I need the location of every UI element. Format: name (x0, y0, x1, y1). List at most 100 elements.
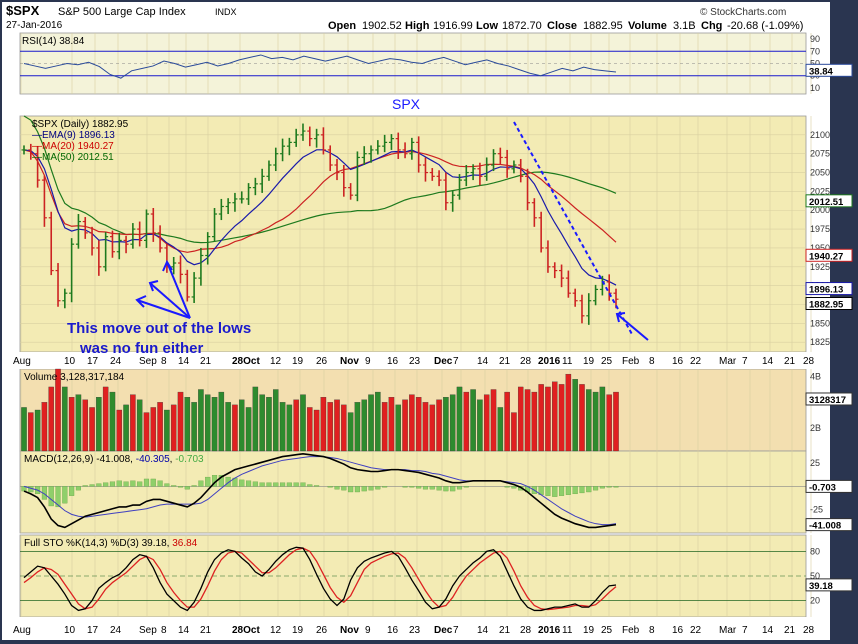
x-axis-label: 17 (87, 356, 99, 367)
volume-bar (538, 384, 544, 452)
macd-histogram-bar (184, 486, 190, 490)
x-axis-label: 7 (453, 356, 459, 367)
volume-bar (504, 391, 510, 452)
macd-histogram-bar (586, 486, 592, 493)
x-axis-label: 19 (292, 625, 304, 636)
macd-histogram-bar (273, 482, 279, 487)
rsi-layer: 9070503010 (20, 34, 820, 93)
macd-histogram-bar (96, 483, 102, 487)
macd-histogram-bar (218, 475, 224, 487)
macd-histogram-bar (55, 486, 61, 508)
macd-histogram-bar (572, 486, 578, 495)
volume-bar (436, 399, 442, 452)
macd-histogram-bar (252, 481, 258, 487)
macd-histogram-bar (239, 479, 245, 487)
x-axis-label: Sep (139, 625, 157, 636)
macd-histogram-bar (429, 486, 435, 490)
volume-bar (252, 386, 259, 452)
x-axis-label: Dec (434, 356, 453, 367)
macd-histogram-bar (375, 486, 381, 490)
x-axis-label: Sep (139, 356, 157, 367)
macd-histogram-bar (246, 480, 252, 487)
x-axis-label: 7 (742, 356, 748, 367)
x-axis-label: 19 (583, 625, 595, 636)
volume-bar (497, 407, 504, 452)
volume-bar (259, 394, 265, 452)
x-axis-label: Feb (622, 625, 640, 636)
rsi-tick-label: 10 (810, 83, 820, 93)
volume-bar (82, 399, 88, 452)
x-axis-label: 28 (520, 625, 532, 636)
low-label: Low (476, 20, 498, 32)
scrollbar-track[interactable] (830, 2, 856, 640)
volume-bar (354, 402, 361, 452)
x-axis-label: Aug (13, 356, 31, 367)
macd-histogram-bar (511, 486, 517, 489)
volume-bar (34, 409, 41, 452)
brand-label: © StockCharts.com (700, 7, 786, 18)
macd-histogram-bar (286, 482, 292, 487)
x-axis-label: 14 (178, 625, 190, 636)
macd-histogram-bar (109, 481, 116, 487)
x-axis-label: Nov (340, 625, 359, 636)
volume-bar (170, 404, 177, 452)
x-axis-strip-top (2, 352, 830, 369)
macd-histogram-bar (450, 486, 456, 492)
macd-value-tag: -0.703 (809, 482, 836, 493)
macd-histogram-bar (361, 486, 367, 492)
macd-histogram-bar (307, 484, 313, 487)
rsi-tick-label: 70 (810, 46, 820, 56)
x-axis-label: 28 (520, 356, 532, 367)
low-value: 1872.70 (502, 20, 542, 32)
volume-bar (21, 407, 27, 452)
macd-histogram-bar (205, 476, 211, 487)
volume-bar (368, 394, 374, 452)
macd-histogram-bar (293, 482, 299, 487)
sto-d-line (23, 547, 617, 611)
volume-bar (565, 373, 572, 452)
volume-bar (558, 384, 565, 452)
volume-bar (443, 397, 449, 452)
x-axis-label: Mar (719, 625, 737, 636)
macd-histogram-bar (69, 486, 75, 496)
volume-bar (238, 399, 245, 452)
volume-bar (130, 394, 136, 452)
volume-bar (218, 391, 225, 452)
macd-histogram-bar (143, 478, 150, 487)
x-axis-label: 10 (64, 356, 76, 367)
volume-bar (41, 402, 48, 452)
volume-bar (177, 391, 184, 452)
x-axis-label: 22 (690, 356, 702, 367)
volume-bar (388, 397, 395, 452)
x-axis-label: 10 (64, 625, 76, 636)
macd-histogram-bar (82, 485, 88, 487)
x-axis-label: 21 (784, 625, 796, 636)
macd-histogram-bar (545, 486, 551, 496)
sto-tick-label: 80 (810, 546, 820, 556)
volume-bar (225, 402, 231, 452)
macd-histogram-bar (456, 486, 463, 490)
volume-bar (245, 407, 252, 452)
volume-panel-label: Volume 3,128,317,184 (24, 372, 125, 383)
macd-histogram-bar (130, 480, 136, 487)
rsi-value-tag-box (805, 63, 853, 77)
volume-bar (96, 397, 102, 452)
volume-bar (198, 389, 204, 452)
x-axis-label: 16 (672, 625, 684, 636)
x-axis-label: 14 (762, 356, 774, 367)
x-axis-label: 8 (161, 625, 167, 636)
macd-histogram-bar (368, 486, 374, 491)
volume-bar (204, 394, 211, 452)
macd-value-tag-box (805, 518, 853, 532)
x-axis-label: 14 (477, 356, 489, 367)
macd-histogram-bar (422, 486, 429, 490)
macd-histogram-bar (341, 486, 347, 491)
x-axis-label: 21 (784, 356, 796, 367)
price-value-tag-box (805, 282, 853, 296)
macd-histogram-bar (198, 480, 204, 487)
annotation-arrows (135, 121, 649, 341)
volume-bar (300, 394, 306, 452)
macd-histogram-bar (123, 481, 129, 487)
volume-bar (483, 394, 490, 452)
index-name: S&P 500 Large Cap Index (58, 6, 186, 18)
